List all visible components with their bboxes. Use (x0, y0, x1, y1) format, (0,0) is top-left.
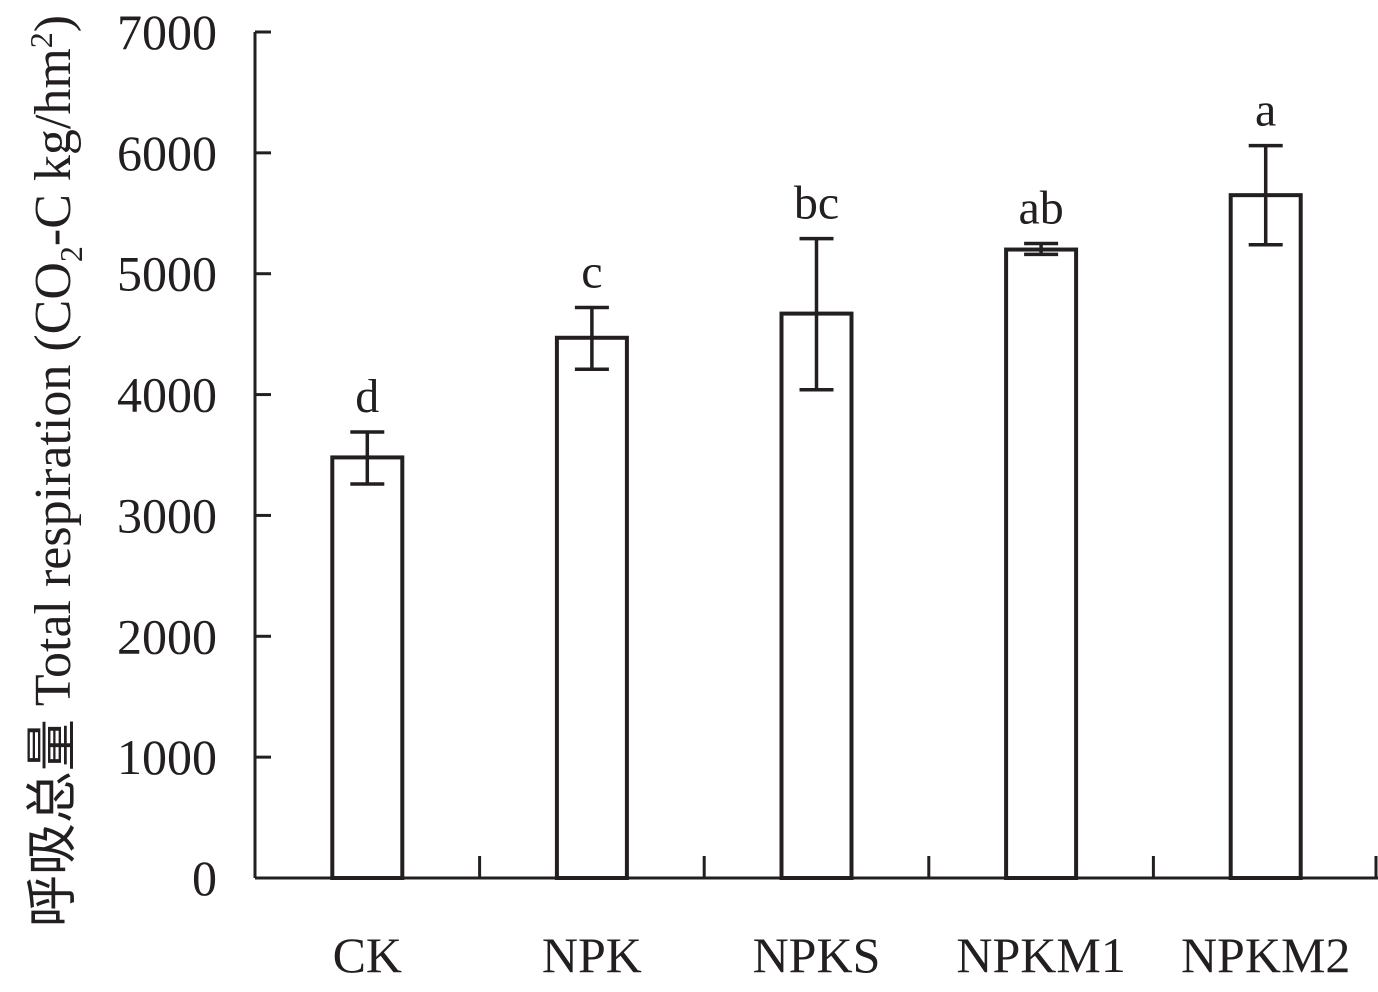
y-axis-title-suffix: ) (25, 15, 82, 32)
y-tick-label-5000: 5000 (117, 246, 217, 302)
category-label-NPKS: NPKS (753, 927, 881, 983)
bar-NPKM1 (1004, 247, 1079, 881)
bars (330, 193, 1303, 881)
error-bars (350, 143, 1283, 486)
bar-NPKM2 (1228, 193, 1303, 880)
category-label-NPK: NPK (542, 927, 642, 983)
y-tick-label-4000: 4000 (117, 367, 217, 423)
y-tick-label-2000: 2000 (117, 608, 217, 664)
y-axis-title-prefix: 呼吸总量 Total respiration (CO (25, 262, 82, 927)
significance-label-NPK: c (581, 246, 602, 299)
y-tick-label-3000: 3000 (117, 487, 217, 543)
y-tick-label-6000: 6000 (117, 125, 217, 181)
y-tick-label-1000: 1000 (117, 729, 217, 785)
y-tick-label-0: 0 (192, 850, 217, 906)
category-label-NPKM2: NPKM2 (1181, 927, 1350, 983)
y-axis-title-middle: -C kg/hm (25, 48, 82, 246)
y-axis-title-superscript: 2 (23, 32, 59, 48)
category-label-CK: CK (333, 927, 402, 983)
significance-label-NPKS: bc (794, 177, 839, 230)
category-label-NPKM1: NPKM1 (956, 927, 1125, 983)
significance-label-CK: d (355, 370, 379, 423)
y-axis-title-subscript: 2 (53, 246, 89, 262)
y-tick-label-7000: 7000 (117, 4, 217, 60)
y-axis: 0 1000 2000 3000 4000 5000 6000 7000 (117, 4, 271, 906)
category-labels: CK NPK NPKS NPKM1 NPKM2 (333, 927, 1351, 983)
bar-CK (330, 455, 405, 880)
bar-NPK (554, 335, 629, 881)
bar-NPKS (779, 311, 854, 880)
y-axis-title: 呼吸总量 Total respiration (CO2-C kg/hm2) (23, 15, 89, 927)
significance-label-NPKM2: a (1255, 84, 1276, 137)
significance-labels: d c bc ab a (355, 84, 1276, 423)
significance-label-NPKM1: ab (1018, 182, 1063, 235)
